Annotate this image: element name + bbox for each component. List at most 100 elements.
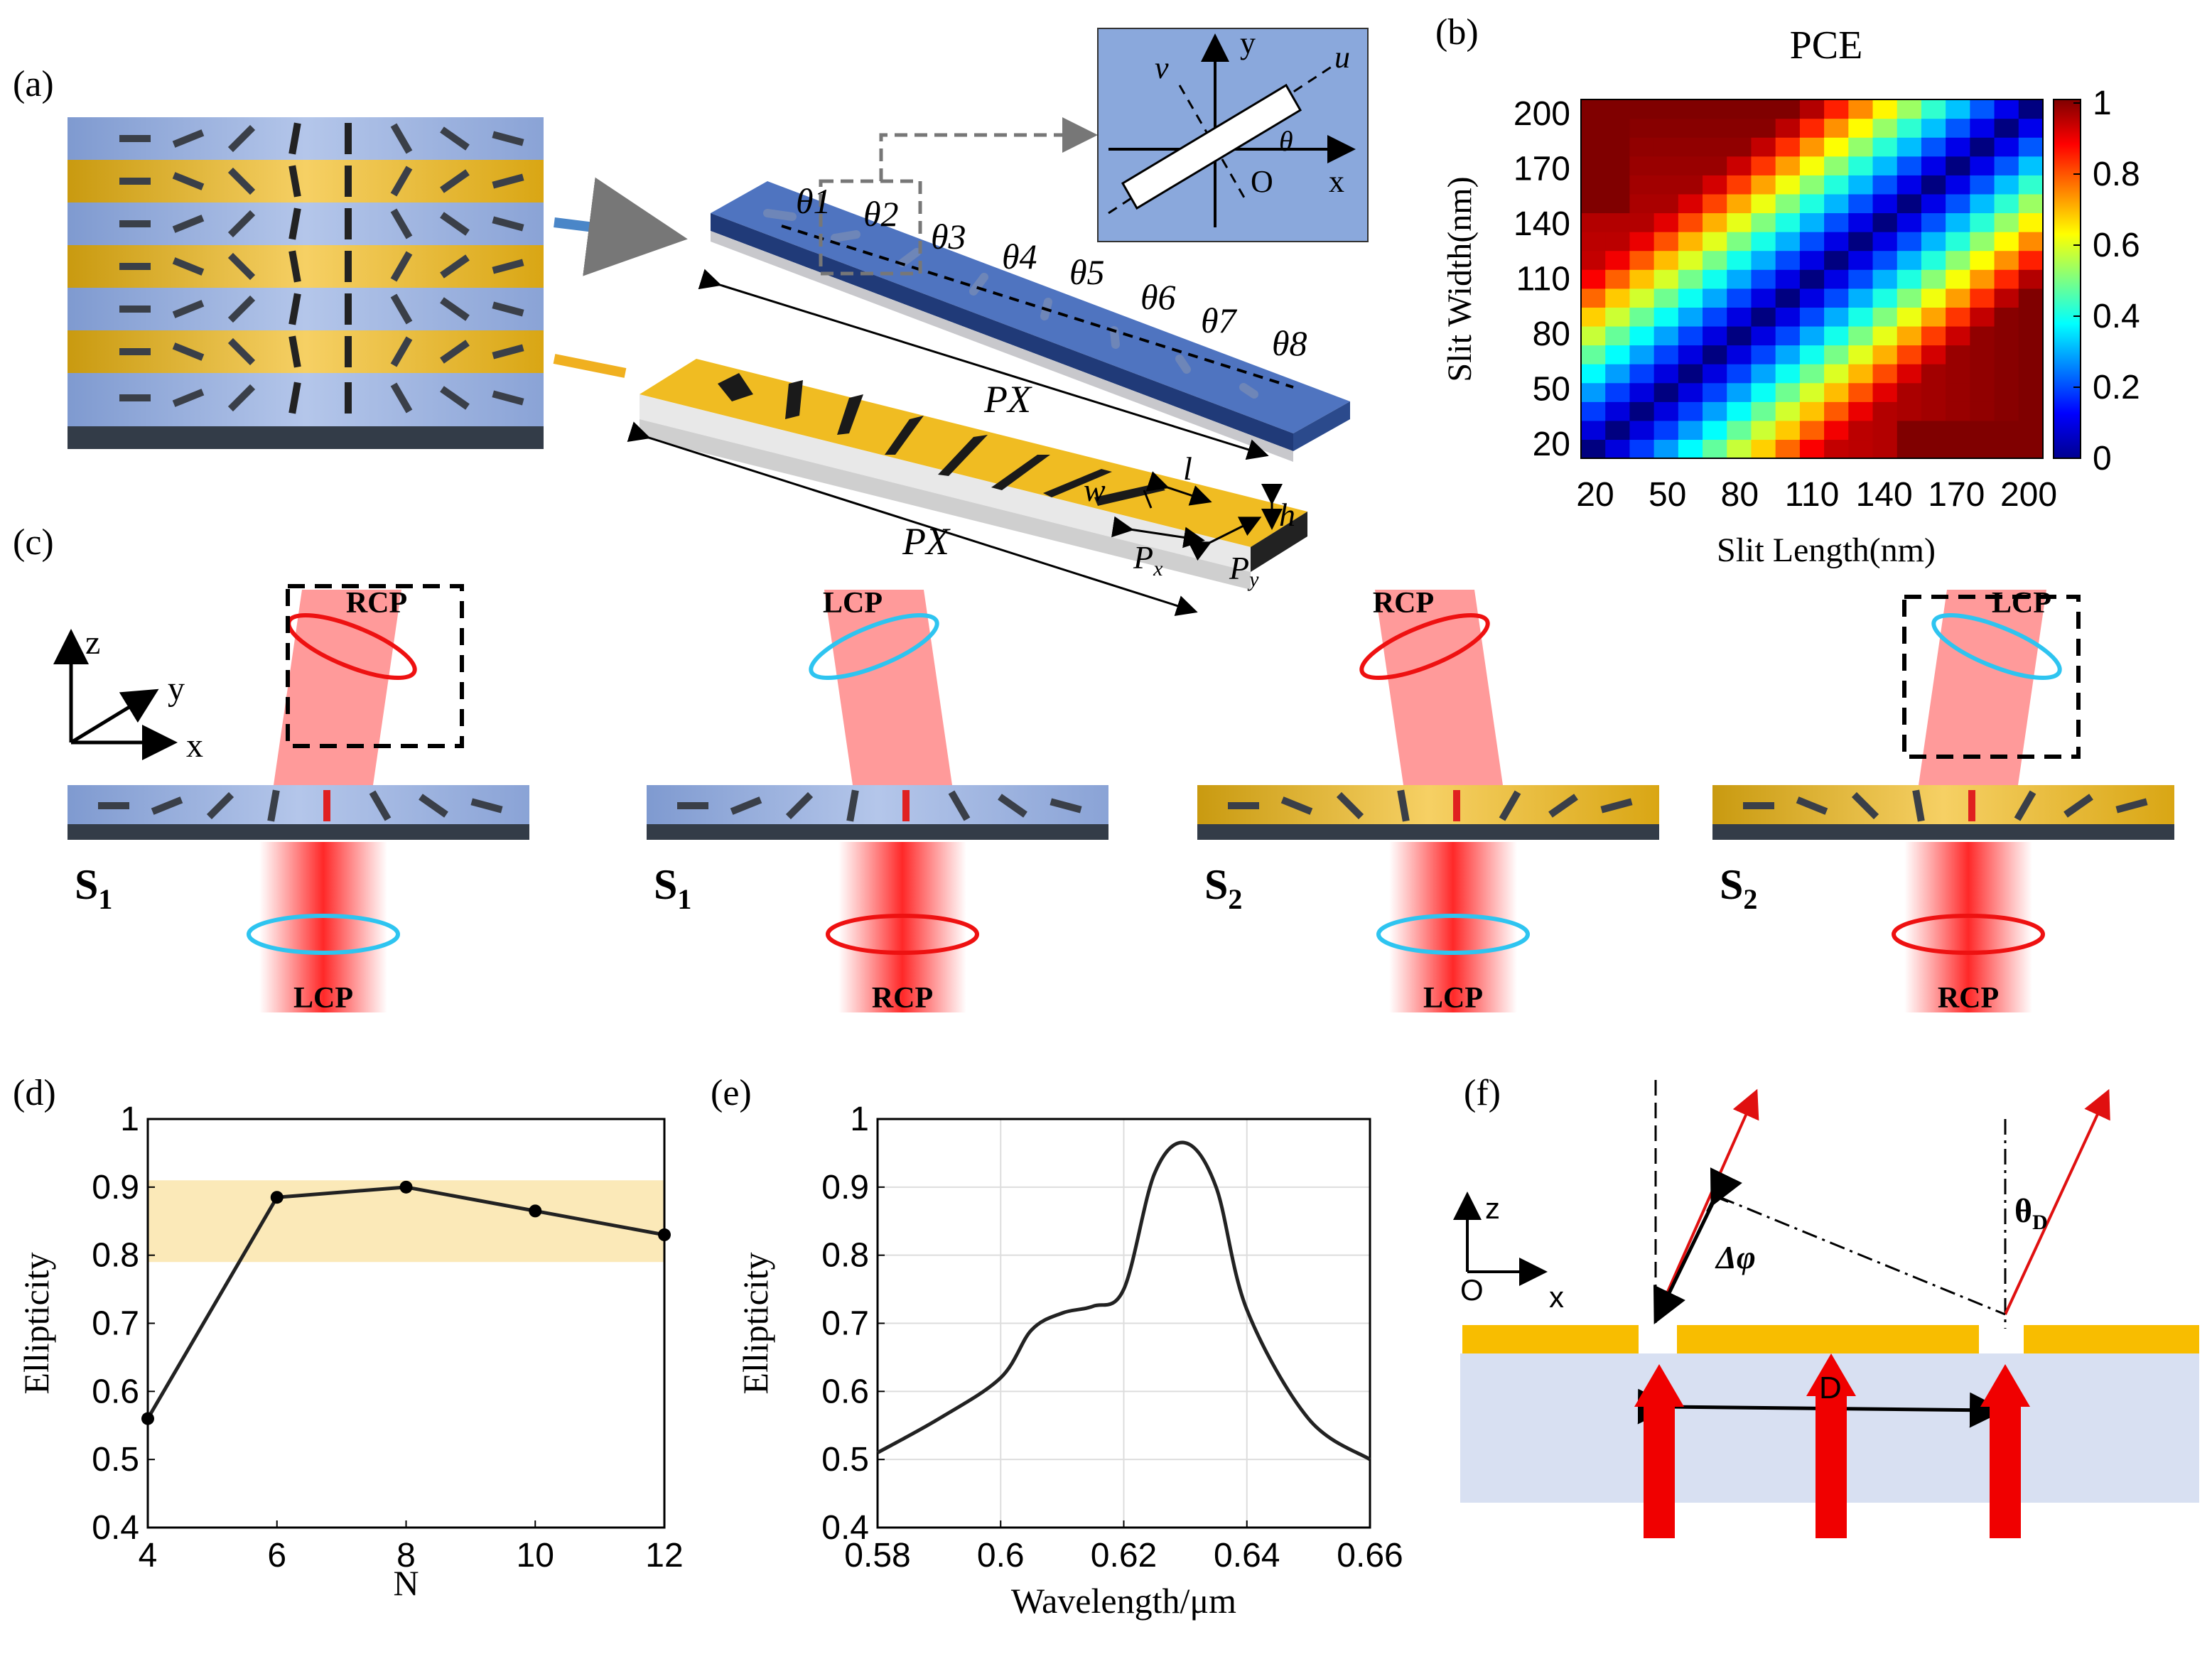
heatmap-cell — [1799, 250, 1825, 270]
sample-label: S1 — [654, 861, 691, 915]
heatmap-cell — [1751, 137, 1776, 157]
heatmap-cell — [1848, 439, 1874, 459]
heatmap-cell — [1703, 345, 1727, 364]
slit — [345, 123, 352, 154]
slit — [1912, 789, 1925, 822]
axis-x-f: x — [1549, 1280, 1564, 1314]
slit — [492, 390, 524, 406]
sample-label: S2 — [1720, 861, 1757, 915]
slit — [2115, 798, 2148, 814]
panel-label-f: (f) — [1464, 1073, 1501, 1113]
heatmap-frame — [1580, 99, 2044, 459]
highlight-box — [286, 584, 464, 748]
panel-label-e: (e) — [711, 1073, 752, 1113]
diffraction-diagram — [1453, 1080, 2199, 1538]
heatmap-cell — [1946, 288, 1970, 308]
y-tick-label: 0.6 — [821, 1373, 869, 1410]
heatmap-cell — [1727, 307, 1752, 327]
heatmap-cell — [1581, 250, 1606, 270]
heatmap-cell — [1994, 325, 2019, 346]
slit — [1499, 790, 1521, 821]
heatmap-cell — [2018, 212, 2044, 232]
panel-label-a: (a) — [13, 64, 54, 104]
heatmap-cell — [1678, 307, 1703, 327]
heatmap-cell — [1581, 156, 1606, 175]
heatmap-ylabel: Slit Width(nm) — [1441, 176, 1479, 382]
heatmap-cell — [1703, 420, 1727, 441]
slit — [440, 386, 470, 410]
theta-3: θ3 — [931, 217, 966, 256]
heatmap-cell — [1678, 156, 1703, 175]
heatmap-xtick: 170 — [1928, 476, 1985, 514]
x-tick-label: 10 — [517, 1537, 554, 1574]
heatmap-cell — [1970, 288, 1995, 308]
heatmap-cell — [1653, 364, 1679, 384]
x-tick-label: 0.58 — [844, 1537, 910, 1574]
heatmap-cell — [1727, 118, 1752, 138]
heatmap-cell — [1653, 212, 1679, 232]
heatmap-cell — [1897, 345, 1922, 364]
heatmap-cell — [1994, 269, 2019, 289]
slit — [119, 348, 151, 355]
heatmap-title: PCE — [1790, 23, 1863, 67]
heatmap-cell — [1872, 99, 1898, 119]
heatmap-cell — [1946, 250, 1970, 270]
theta-6: θ6 — [1140, 277, 1176, 317]
heatmap-cell — [1629, 307, 1655, 327]
heatmap-cell — [1751, 118, 1776, 138]
slit — [345, 336, 352, 367]
heatmap-cell — [1799, 156, 1825, 175]
heatmap-cell — [1897, 118, 1922, 138]
data-point — [399, 1180, 413, 1194]
heatmap-cell — [1653, 325, 1679, 346]
slit — [119, 306, 151, 313]
heatmap-cell — [1921, 250, 1946, 270]
series-line — [876, 1140, 1371, 1461]
heatmap-cell — [1727, 269, 1752, 289]
heatmap-cell — [1970, 156, 1995, 175]
heatmap-cell — [1872, 288, 1898, 308]
heatmap-cell — [1946, 401, 1970, 421]
heatmap-cell — [1751, 232, 1776, 252]
heatmap-cell — [2018, 250, 2044, 270]
heatmap-cell — [1727, 175, 1752, 195]
heatmap-cell — [1872, 193, 1898, 214]
heatmap-cell — [1703, 439, 1727, 459]
heatmap-cell — [1775, 156, 1801, 175]
slit — [119, 178, 151, 185]
dim-py: Py — [1229, 550, 1259, 591]
heatmap-cell — [1678, 345, 1703, 364]
heatmap-cell — [1678, 288, 1703, 308]
slit — [1228, 802, 1259, 809]
heatmap-cell — [1581, 193, 1606, 214]
panel-label-b: (b) — [1435, 12, 1479, 53]
y-tick-label: 0.4 — [821, 1509, 869, 1547]
heatmap-cell — [1970, 382, 1995, 402]
heatmap-cell — [1653, 439, 1679, 459]
slit — [267, 789, 280, 822]
heatmap-cell — [1605, 250, 1631, 270]
slit — [227, 384, 256, 412]
heatmap-cell — [1653, 175, 1679, 195]
heatmap-cell — [1751, 420, 1776, 441]
heatmap-cell — [1727, 345, 1752, 364]
heatmap-xtick: 110 — [1785, 476, 1840, 514]
heatmap-cell — [1678, 439, 1703, 459]
slit — [345, 382, 352, 414]
heatmap-cell — [1970, 175, 1995, 195]
heatmap-cell — [1799, 118, 1825, 138]
slit — [390, 251, 413, 282]
heatmap-cell — [1994, 382, 2019, 402]
heatmap-cell — [1727, 137, 1752, 157]
heatmap-cell — [1751, 156, 1776, 175]
heatmap-cell — [1581, 325, 1606, 346]
slit — [172, 129, 205, 148]
heatmap-cell — [1629, 156, 1655, 175]
heatmap-cell — [1678, 401, 1703, 421]
heatmap-cell — [1946, 307, 1970, 327]
heatmap-cell — [1605, 156, 1631, 175]
heatmap-cell — [1629, 118, 1655, 138]
heatmap-cell — [1946, 175, 1970, 195]
heatmap-cell — [1824, 175, 1849, 195]
